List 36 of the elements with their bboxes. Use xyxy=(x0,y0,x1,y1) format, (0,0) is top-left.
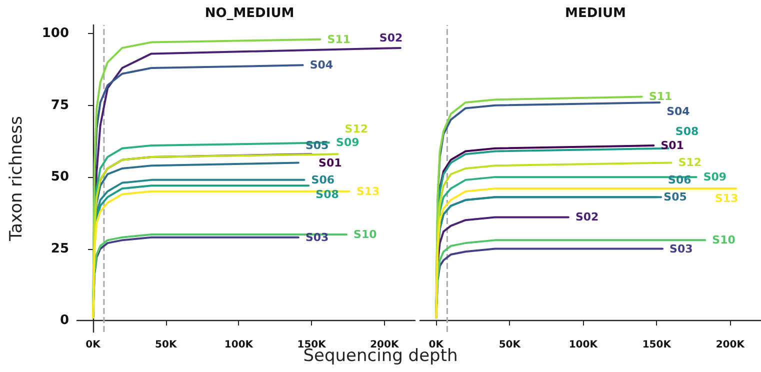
x-tick-label: 0K xyxy=(86,340,102,350)
series-label: S06 xyxy=(311,173,335,186)
x-tick-label: 200K xyxy=(716,340,746,350)
series-label: S02 xyxy=(379,31,403,44)
y-tick-label: 100 xyxy=(42,26,69,42)
x-tick-label: 50K xyxy=(155,340,178,350)
x-tick-label: 150K xyxy=(642,340,672,350)
series-label: S11 xyxy=(648,90,672,104)
series-label: S09 xyxy=(703,170,727,184)
chart-title: MEDIUM xyxy=(565,6,626,21)
series-label: S10 xyxy=(354,228,378,241)
series-label: S12 xyxy=(344,122,368,136)
series-label: S04 xyxy=(666,104,690,118)
series-label: S13 xyxy=(356,184,380,198)
y-tick-label: 25 xyxy=(50,241,69,256)
series-label: S04 xyxy=(310,58,334,72)
x-tick-label: 50K xyxy=(498,340,522,350)
y-axis-title: Taxon richness xyxy=(6,116,26,242)
x-tick-label: 100K xyxy=(568,340,599,350)
series-label: S11 xyxy=(327,32,351,46)
x-tick-label: 0K xyxy=(428,340,445,350)
series-label: S08 xyxy=(675,124,699,138)
series-label: S05 xyxy=(664,190,687,204)
y-tick-label: 0 xyxy=(60,313,69,328)
series-label: S10 xyxy=(712,234,736,247)
series-label: S03 xyxy=(670,242,693,256)
series-label: S02 xyxy=(575,210,599,224)
series-label: S01 xyxy=(660,139,684,152)
series-label: S09 xyxy=(336,136,360,150)
series-label: S13 xyxy=(715,192,738,206)
chart-title: NO_MEDIUM xyxy=(204,6,294,21)
y-tick-label: 50 xyxy=(50,170,69,185)
x-tick-label: 100K xyxy=(224,340,254,350)
series-label: S12 xyxy=(678,156,702,170)
series-label: S01 xyxy=(318,156,342,170)
y-tick-label: 75 xyxy=(50,98,69,113)
